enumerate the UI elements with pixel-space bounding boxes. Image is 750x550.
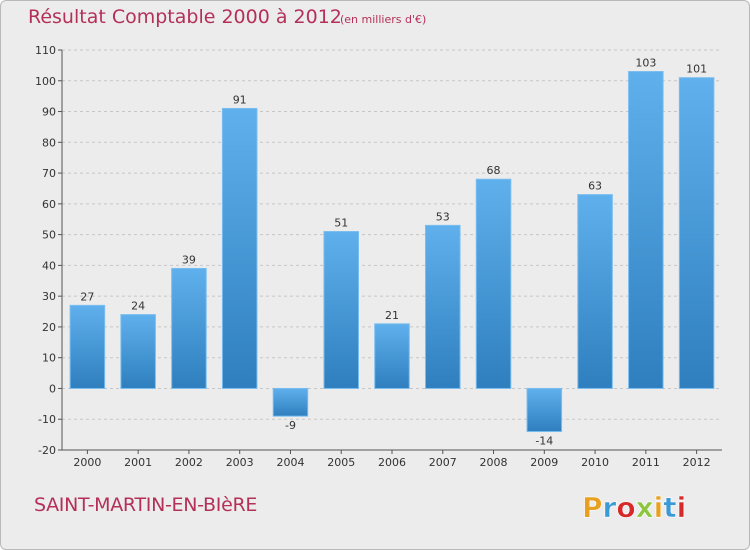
x-tick-label-2007: 2007 xyxy=(429,456,457,469)
town-name: SAINT-MARTIN-EN-BIèRE xyxy=(34,494,258,516)
bar-2007 xyxy=(425,224,461,389)
y-tick-label: 60 xyxy=(42,198,56,211)
x-tick-label-2012: 2012 xyxy=(683,456,711,469)
bar-2006 xyxy=(374,323,410,389)
y-tick-label: 50 xyxy=(42,229,56,242)
bar-chart: -20 -10 0 10 20 30 40 50 60 70 80 90 100 110 27 2000 24 2… xyxy=(35,44,722,469)
y-tick-label: 90 xyxy=(42,106,56,119)
chart-subtitle: (en milliers d'€) xyxy=(340,13,427,26)
data-label-2012: 101 xyxy=(686,63,707,76)
data-label-2006: 21 xyxy=(385,309,399,322)
x-tick-label-2006: 2006 xyxy=(378,456,406,469)
data-label-2003: 91 xyxy=(233,93,247,106)
bar-2001 xyxy=(120,314,156,389)
bar-2000 xyxy=(69,304,106,389)
data-label-2004: -9 xyxy=(285,419,296,432)
x-tick-label-2002: 2002 xyxy=(175,456,203,469)
data-label-2007: 53 xyxy=(436,210,450,223)
bar-2004 xyxy=(272,387,309,417)
x-tick-label-2011: 2011 xyxy=(632,456,660,469)
data-label-2001: 24 xyxy=(131,300,145,313)
x-tick-label-2003: 2003 xyxy=(226,456,254,469)
proxiti-logo-text: Proxiti xyxy=(582,491,686,524)
bar-2005 xyxy=(323,231,359,389)
y-tick-label: -20 xyxy=(38,444,56,457)
y-tick-label: 40 xyxy=(42,259,56,272)
y-tick-label: 0 xyxy=(49,382,56,395)
x-tick-label-2001: 2001 xyxy=(124,456,152,469)
y-tick-label: 110 xyxy=(35,44,56,57)
y-tick-label: 80 xyxy=(42,136,56,149)
x-tick-label-2005: 2005 xyxy=(327,456,355,469)
data-label-2011: 103 xyxy=(635,57,656,70)
data-label-2010: 63 xyxy=(588,180,602,193)
bar-2011 xyxy=(628,71,664,389)
y-tick-label: 100 xyxy=(35,75,56,88)
x-tick-label-2004: 2004 xyxy=(276,456,304,469)
y-tick-label: -10 xyxy=(38,413,56,426)
x-tick-label-2000: 2000 xyxy=(73,456,101,469)
bar-2010 xyxy=(577,194,613,389)
chart-title: Résultat Comptable 2000 à 2012 xyxy=(28,6,342,28)
bar-2012 xyxy=(678,77,715,389)
data-label-2005: 51 xyxy=(334,217,348,230)
bar-2003 xyxy=(221,107,258,389)
x-tick-label-2009: 2009 xyxy=(530,456,558,469)
data-label-2000: 27 xyxy=(80,290,94,303)
data-label-2009: -14 xyxy=(535,435,553,448)
bar-2009 xyxy=(526,387,563,433)
y-tick-label: 10 xyxy=(42,352,56,365)
y-tick-label: 70 xyxy=(42,167,56,180)
bar-2002 xyxy=(171,267,207,389)
bar-2008 xyxy=(475,178,512,389)
x-tick-label-2010: 2010 xyxy=(581,456,609,469)
y-tick-label: 20 xyxy=(42,321,56,334)
data-label-2002: 39 xyxy=(182,253,196,266)
y-tick-label: 30 xyxy=(42,290,56,303)
x-tick-label-2008: 2008 xyxy=(480,456,508,469)
data-label-2008: 68 xyxy=(487,164,501,177)
proxiti-logo: Proxiti xyxy=(582,491,687,525)
plot-area xyxy=(62,50,722,450)
